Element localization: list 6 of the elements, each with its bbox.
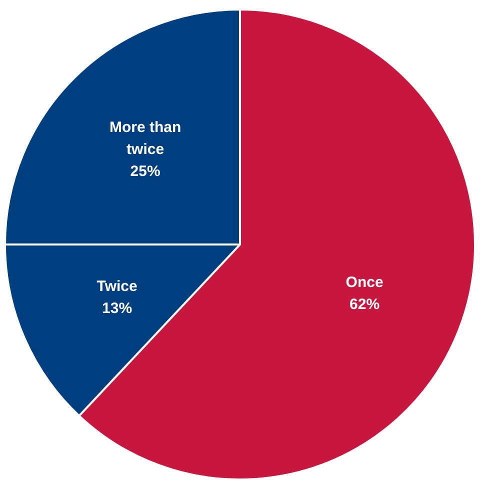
slice-label: Twice — [96, 278, 138, 295]
slice-label: More than twice — [109, 118, 182, 158]
data-label: 62% — [350, 296, 380, 313]
data-label: 25% — [130, 162, 160, 180]
slice-label: Once — [346, 274, 384, 291]
data-label: 13% — [102, 300, 132, 317]
